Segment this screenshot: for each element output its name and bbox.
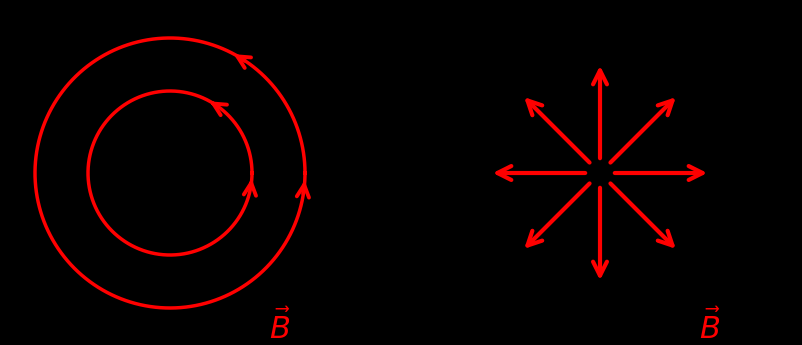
Text: $\vec{B}$: $\vec{B}$ — [699, 309, 720, 345]
Text: $\vec{B}$: $\vec{B}$ — [269, 309, 290, 345]
